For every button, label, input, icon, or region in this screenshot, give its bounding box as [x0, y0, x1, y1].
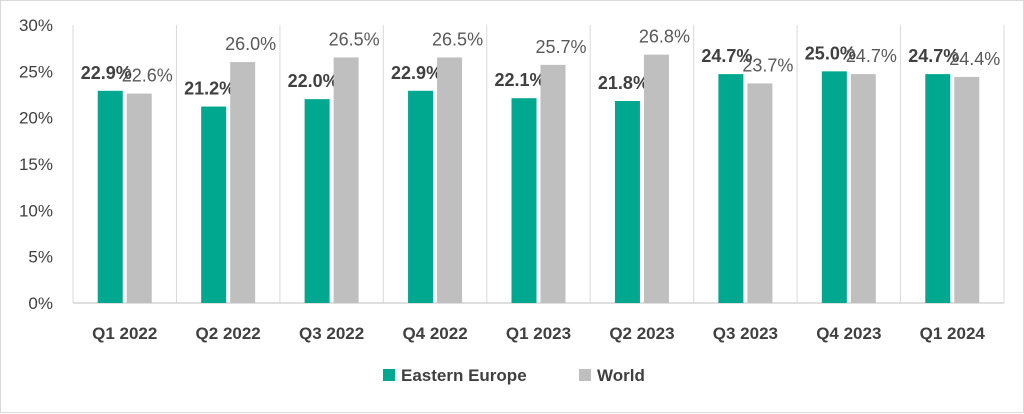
- data-label-world: 25.7%: [535, 37, 586, 57]
- data-label-eastern-europe: 22.9%: [81, 63, 132, 83]
- y-tick-label: 30%: [19, 16, 53, 35]
- bar-eastern-europe: [511, 98, 537, 303]
- x-tick-label: Q2 2022: [196, 324, 261, 343]
- x-tick-label: Q4 2022: [402, 324, 467, 343]
- x-tick-label: Q1 2023: [506, 324, 571, 343]
- y-tick-label: 25%: [19, 62, 53, 81]
- bar-world: [540, 64, 566, 303]
- x-tick-label: Q4 2023: [816, 324, 881, 343]
- bar-eastern-europe: [408, 90, 434, 303]
- bar-eastern-europe: [97, 90, 123, 303]
- data-label-world: 24.7%: [846, 46, 897, 66]
- bar-world: [333, 57, 359, 303]
- legend-swatch: [383, 369, 395, 381]
- y-tick-label: 15%: [19, 155, 53, 174]
- data-label-eastern-europe: 22.0%: [288, 71, 339, 91]
- data-label-eastern-europe: 25.0%: [805, 43, 856, 63]
- bar-eastern-europe: [201, 106, 227, 304]
- data-label-eastern-europe: 24.7%: [701, 46, 752, 66]
- bar-eastern-europe: [614, 100, 640, 303]
- x-tick-label: Q1 2024: [920, 324, 986, 343]
- data-label-world: 26.5%: [432, 29, 483, 49]
- bar-world: [747, 83, 773, 303]
- data-label-eastern-europe: 21.2%: [184, 79, 235, 99]
- data-label-world: 26.0%: [225, 34, 276, 54]
- y-tick-label: 5%: [28, 248, 53, 267]
- data-label-eastern-europe: 24.7%: [908, 46, 959, 66]
- legend-label: World: [597, 366, 645, 385]
- data-label-world: 24.4%: [949, 49, 1000, 69]
- bar-eastern-europe: [718, 74, 744, 303]
- legend-swatch: [579, 369, 591, 381]
- x-tick-label: Q1 2022: [92, 324, 157, 343]
- x-tick-label: Q3 2022: [299, 324, 364, 343]
- bar-world: [850, 74, 876, 303]
- data-label-world: 23.7%: [742, 55, 793, 75]
- x-tick-label: Q3 2023: [713, 324, 778, 343]
- data-label-eastern-europe: 22.1%: [494, 70, 545, 90]
- x-tick-label: Q2 2023: [609, 324, 674, 343]
- legend-label: Eastern Europe: [401, 366, 527, 385]
- bar-world: [437, 57, 463, 303]
- bar-world: [126, 93, 152, 303]
- y-tick-label: 10%: [19, 201, 53, 220]
- bar-world: [954, 76, 980, 303]
- data-label-world: 26.8%: [639, 27, 690, 47]
- bar-eastern-europe: [925, 74, 951, 303]
- data-label-world: 26.5%: [329, 29, 380, 49]
- data-label-world: 22.6%: [122, 66, 173, 86]
- data-label-eastern-europe: 21.8%: [598, 73, 649, 93]
- y-tick-label: 20%: [19, 109, 53, 128]
- bar-world: [230, 62, 256, 303]
- bar-eastern-europe: [304, 99, 330, 303]
- data-label-eastern-europe: 22.9%: [391, 63, 442, 83]
- bar-world: [643, 54, 669, 303]
- bar-eastern-europe: [821, 71, 847, 303]
- y-tick-label: 0%: [28, 294, 53, 313]
